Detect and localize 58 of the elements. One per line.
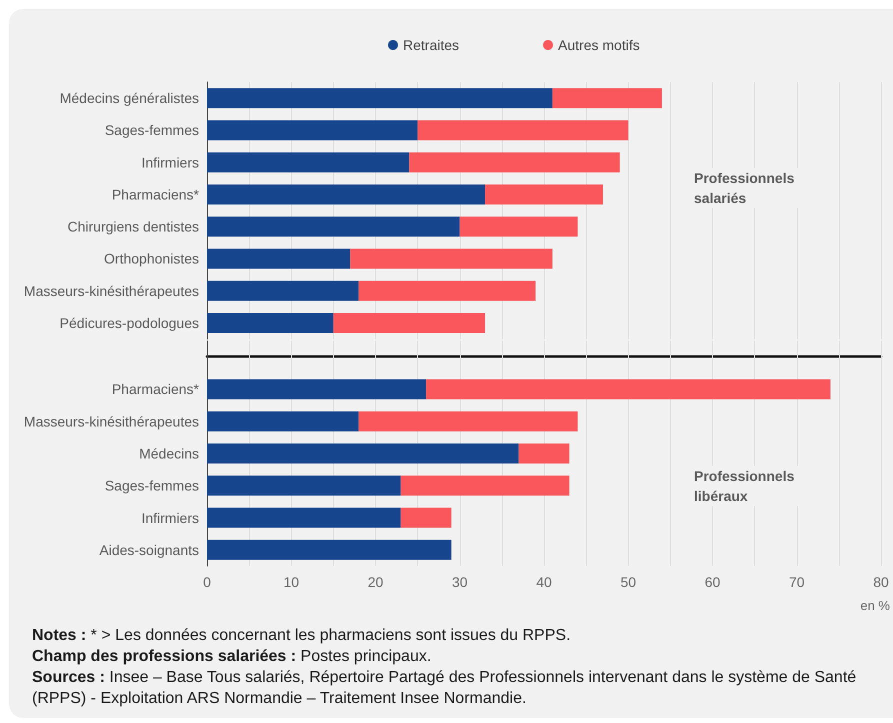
- y-tick-label: Orthophonistes: [104, 250, 199, 267]
- x-tick-label: 10: [283, 574, 300, 590]
- bar: [207, 88, 552, 108]
- bar: [426, 379, 830, 400]
- y-tick-label: Aides-soignants: [99, 542, 199, 558]
- y-tick-label: Infirmiers: [141, 510, 199, 526]
- x-tick-label: 20: [368, 574, 384, 590]
- x-tick-label: 70: [788, 574, 805, 590]
- y-tick-label: Sages-femmes: [104, 478, 199, 494]
- y-tick-label: Médecins: [139, 446, 199, 462]
- bar: [358, 280, 536, 301]
- y-tick-label: Masseurs-kinésithérapeutes: [24, 282, 199, 299]
- bar: [518, 444, 570, 464]
- y-tick-label: Masseurs-kinésithérapeutes: [24, 413, 199, 430]
- bar: [485, 184, 603, 204]
- x-tick-label: 80: [873, 574, 889, 590]
- source-note: Sources : Insee – Base Tous salariés, Répertoire Partagé des Professionnels intervenant dans le système de Santé (RPPS) - Exploitation ARS Normandie – Traitement Insee Normandie.: [32, 668, 858, 709]
- y-tick-label: Pharmaciens*: [112, 186, 200, 202]
- bar: [207, 216, 460, 237]
- bar: [552, 88, 662, 108]
- bar: [409, 152, 620, 172]
- bar: [207, 312, 334, 333]
- x-tick-label: 60: [704, 574, 720, 590]
- bar: [207, 411, 359, 432]
- legend-label: Retraites: [403, 37, 460, 53]
- legend-label: Autres motifs: [558, 37, 640, 53]
- y-tick-label: Pédicures-podologues: [60, 314, 199, 331]
- bar: [207, 476, 401, 496]
- bar: [400, 476, 570, 496]
- text: Champ des professions salariées : Postes principaux.: [32, 647, 432, 667]
- bar: [460, 216, 578, 237]
- bar: [207, 152, 410, 172]
- bar: [207, 184, 486, 204]
- y-tick-label: Chirurgiens dentistes: [67, 218, 199, 235]
- bar: [418, 120, 628, 140]
- x-tick-label: 30: [452, 574, 468, 590]
- bar: [207, 540, 452, 560]
- bar: [207, 248, 350, 269]
- y-tick-label: Médecins généralistes: [60, 90, 199, 106]
- x-axis-title: en %: [860, 598, 890, 613]
- annotation: Professionnels salariés: [694, 168, 802, 208]
- x-tick-label: 0: [203, 574, 212, 590]
- bar: [333, 312, 486, 333]
- text: Notes : * > Les données concernant les pharmaciens sont issues du RPPS.: [32, 626, 572, 646]
- x-tick-label: 40: [536, 574, 552, 590]
- bar: [350, 248, 552, 269]
- y-tick-label: Sages-femmes: [104, 122, 199, 138]
- y-tick-label: Pharmaciens*: [112, 381, 200, 398]
- bar: [358, 411, 578, 432]
- bar: [207, 379, 426, 400]
- annotation: Professionnels libéraux: [694, 466, 802, 506]
- bar: [207, 508, 401, 528]
- bar: [207, 120, 418, 140]
- x-tick-label: 50: [620, 574, 636, 590]
- bar: [400, 508, 452, 528]
- bar: [207, 280, 359, 301]
- bar: [207, 444, 519, 464]
- y-tick-label: Infirmiers: [141, 154, 199, 170]
